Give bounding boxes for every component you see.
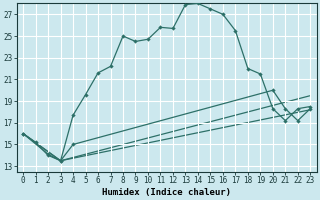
X-axis label: Humidex (Indice chaleur): Humidex (Indice chaleur) [102,188,231,197]
